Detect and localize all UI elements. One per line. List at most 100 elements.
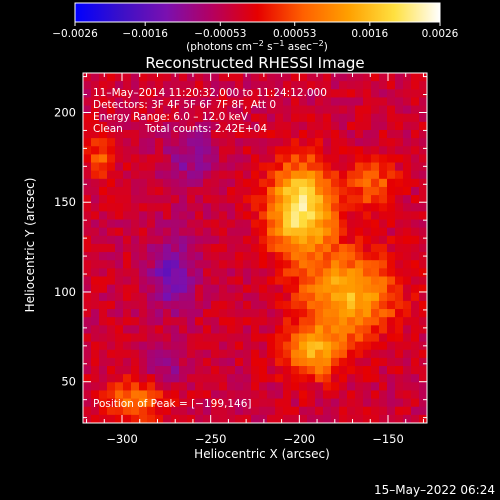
heatmap-cell: [83, 292, 92, 302]
heatmap-cell: [235, 105, 244, 115]
heatmap-cell: [171, 113, 180, 123]
heatmap-cell: [243, 121, 252, 131]
heatmap-cell: [187, 276, 196, 286]
heatmap-cell: [323, 284, 332, 294]
heatmap-cell: [395, 309, 404, 318]
heatmap-cell: [179, 252, 188, 261]
heatmap-cell: [179, 73, 188, 82]
heatmap-cell: [171, 349, 180, 359]
heatmap-cell: [323, 309, 332, 318]
heatmap-cell: [155, 300, 164, 310]
heatmap-cell: [283, 227, 292, 237]
heatmap-cell: [179, 89, 188, 99]
heatmap-cell: [355, 227, 364, 237]
heatmap-cell: [155, 382, 164, 392]
heatmap-cell: [331, 292, 340, 302]
heatmap-cell: [323, 260, 332, 269]
heatmap-cell: [347, 162, 356, 172]
heatmap-cell: [331, 211, 340, 221]
heatmap-cell: [155, 349, 164, 359]
heatmap-cell: [267, 252, 276, 261]
heatmap-cell: [235, 398, 244, 408]
heatmap-cell: [259, 300, 268, 310]
heatmap-cell: [323, 300, 332, 310]
heatmap-cell: [267, 414, 276, 423]
heatmap-cell: [387, 235, 396, 245]
heatmap-cell: [83, 300, 92, 310]
heatmap-cell: [155, 162, 164, 172]
heatmap-cell: [211, 382, 220, 392]
heatmap-cell: [347, 89, 356, 99]
heatmap-cell: [235, 219, 244, 229]
heatmap-cell: [147, 81, 156, 90]
heatmap-cell: [219, 146, 228, 155]
heatmap-cell: [323, 113, 332, 123]
heatmap-cell: [187, 260, 196, 269]
heatmap-cell: [107, 349, 116, 359]
heatmap-cell: [195, 105, 204, 115]
heatmap-cell: [235, 186, 244, 196]
heatmap-cell: [299, 235, 308, 245]
heatmap-cell: [339, 398, 348, 408]
heatmap-cell: [203, 276, 212, 286]
heatmap-cell: [419, 398, 427, 408]
heatmap-cell: [171, 292, 180, 302]
heatmap-cell: [99, 129, 108, 139]
heatmap-cell: [251, 186, 260, 196]
heatmap-cell: [203, 186, 212, 196]
heatmap-cell: [115, 398, 124, 408]
heatmap-cell: [299, 113, 308, 123]
heatmap-cell: [283, 129, 292, 139]
heatmap-cell: [363, 154, 372, 164]
heatmap-cell: [347, 81, 356, 90]
heatmap-cell: [283, 333, 292, 343]
heatmap-cell: [227, 154, 236, 164]
heatmap-cell: [211, 284, 220, 294]
heatmap-cell: [195, 309, 204, 318]
heatmap-cell: [235, 81, 244, 90]
heatmap-cell: [203, 292, 212, 302]
heatmap-cell: [395, 398, 404, 408]
heatmap-cell: [339, 146, 348, 155]
heatmap-cell: [107, 97, 116, 107]
heatmap-cell: [387, 406, 396, 416]
heatmap-cell: [99, 374, 108, 383]
heatmap-cell: [307, 219, 316, 229]
heatmap-cell: [179, 390, 188, 400]
heatmap-cell: [83, 243, 92, 253]
heatmap-cell: [179, 227, 188, 237]
heatmap-cell: [315, 178, 324, 188]
heatmap-cell: [371, 390, 380, 400]
heatmap-cell: [131, 276, 140, 286]
heatmap-cell: [267, 203, 276, 212]
heatmap-cell: [291, 129, 300, 139]
heatmap-cell: [211, 374, 220, 383]
heatmap-cell: [187, 390, 196, 400]
heatmap-cell: [139, 146, 148, 155]
heatmap-cell: [203, 162, 212, 172]
heatmap-cell: [291, 219, 300, 229]
heatmap-cell: [323, 89, 332, 99]
heatmap-cell: [139, 170, 148, 180]
heatmap-cell: [227, 243, 236, 253]
heatmap-cell: [179, 317, 188, 326]
heatmap-cell: [387, 325, 396, 335]
heatmap-cell: [363, 276, 372, 286]
heatmap-cell: [195, 154, 204, 164]
heatmap-cell: [155, 121, 164, 131]
heatmap-cell: [403, 235, 412, 245]
heatmap-cell: [411, 398, 420, 408]
heatmap-cell: [219, 300, 228, 310]
heatmap-cell: [227, 89, 236, 99]
heatmap-cell: [235, 227, 244, 237]
heatmap-cell: [411, 154, 420, 164]
heatmap-cell: [243, 374, 252, 383]
heatmap-cell: [227, 121, 236, 131]
heatmap-cell: [227, 146, 236, 155]
heatmap-cell: [187, 341, 196, 351]
heatmap-cell: [107, 121, 116, 131]
heatmap-cell: [355, 121, 364, 131]
heatmap-cell: [211, 398, 220, 408]
heatmap-cell: [227, 374, 236, 383]
heatmap-cell: [203, 154, 212, 164]
